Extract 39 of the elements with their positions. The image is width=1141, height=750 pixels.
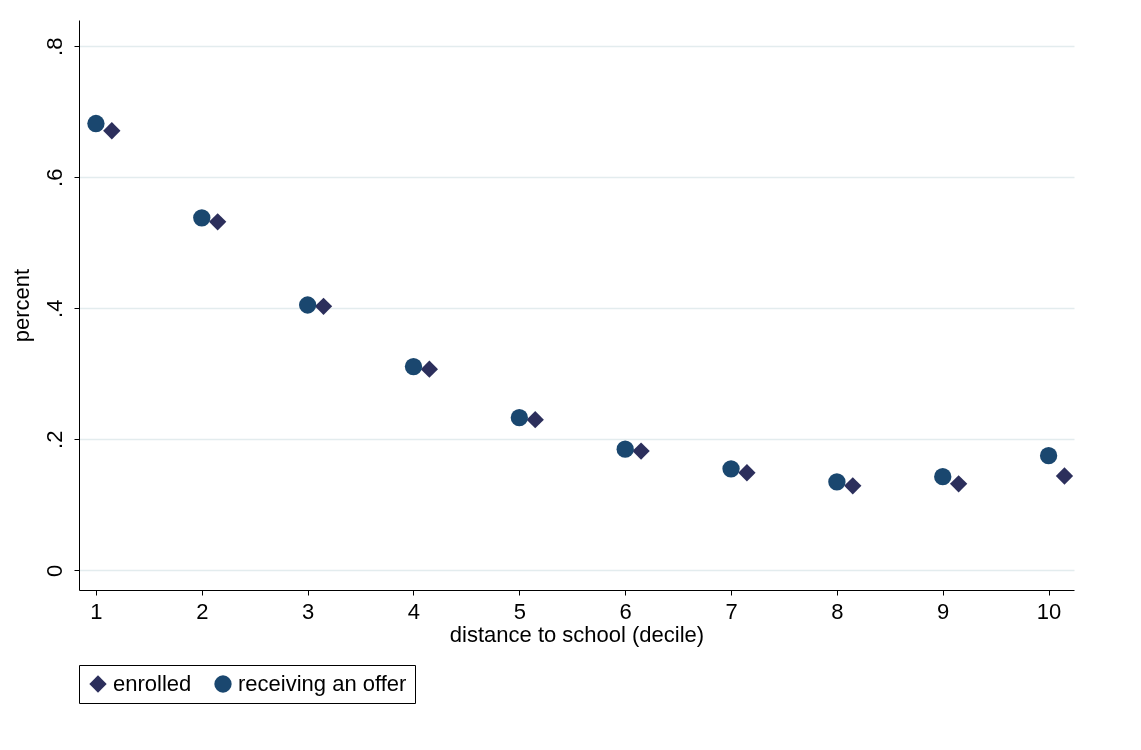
x-tick-label: 2 xyxy=(196,598,209,624)
x-tick-label: 4 xyxy=(407,598,421,624)
point xyxy=(314,297,333,315)
point xyxy=(526,411,544,429)
point xyxy=(949,475,968,493)
y-tick-label: .4 xyxy=(41,299,67,318)
point xyxy=(1055,467,1074,485)
y-tick-label: .8 xyxy=(41,37,67,56)
point xyxy=(616,440,634,458)
x-tick-label: 3 xyxy=(302,598,315,624)
x-tick-label: 6 xyxy=(619,598,632,624)
point xyxy=(844,477,862,495)
x-tick-label: 8 xyxy=(831,598,844,624)
point xyxy=(722,460,740,478)
point xyxy=(632,442,650,460)
y-tick-label: .6 xyxy=(41,168,67,187)
x-tick-label: 7 xyxy=(725,598,738,624)
legend-label: receiving an offer xyxy=(238,671,407,696)
y-axis-title: percent xyxy=(8,268,34,343)
point xyxy=(209,213,227,231)
x-tick-label: 10 xyxy=(1036,598,1062,624)
point xyxy=(738,464,756,482)
point xyxy=(298,296,317,314)
y-tick-label: 0 xyxy=(41,564,67,577)
point xyxy=(103,122,121,140)
point xyxy=(420,360,439,378)
legend-label: enrolled xyxy=(113,671,192,696)
point xyxy=(193,209,211,227)
point xyxy=(510,409,528,427)
x-tick-label: 9 xyxy=(937,598,950,624)
point xyxy=(87,114,105,133)
point xyxy=(1039,447,1058,465)
point xyxy=(934,468,952,486)
x-axis-title: distance to school (decile) xyxy=(449,621,705,647)
x-tick-label: 5 xyxy=(513,598,526,624)
x-tick-label: 1 xyxy=(90,598,103,624)
y-tick-label: .2 xyxy=(41,430,67,449)
point xyxy=(828,473,846,491)
point xyxy=(404,357,423,376)
